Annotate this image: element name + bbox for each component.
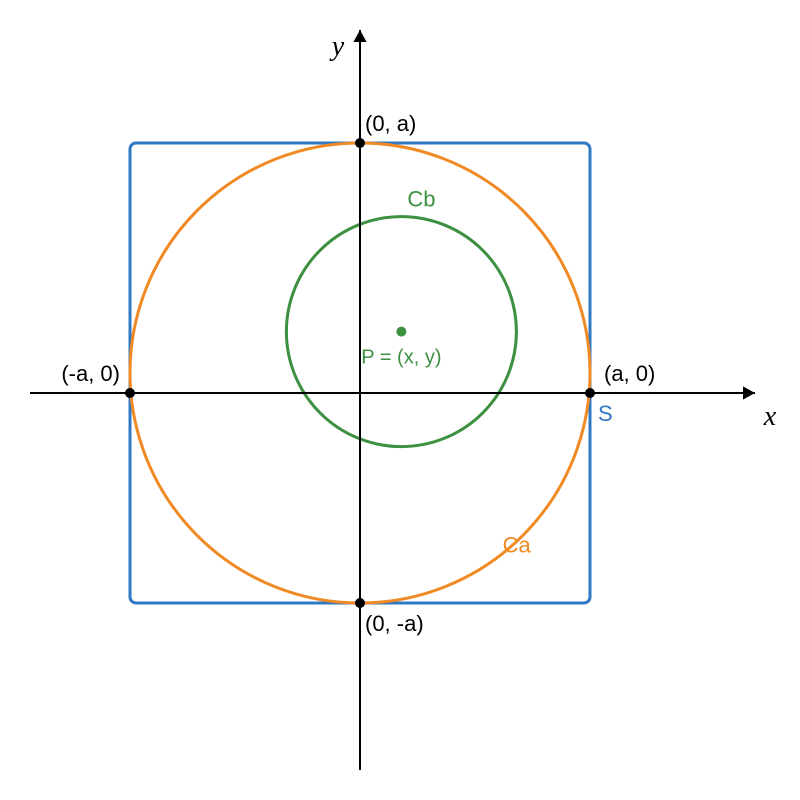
x-axis-label: x xyxy=(763,401,777,432)
axis-point-dot xyxy=(585,388,595,398)
axis-point-dot xyxy=(355,598,365,608)
circle-cb-label: Cb xyxy=(407,187,435,212)
diagram-canvas: x y (0, a) (0, -a) (-a, 0) (a, 0) S Ca Cb P = (x,… xyxy=(0,0,800,800)
axis-point-dot xyxy=(355,138,365,148)
axis-point-label: (0, a) xyxy=(365,111,416,136)
arrowhead-icon xyxy=(743,386,755,399)
square-label: S xyxy=(598,401,613,426)
arrowhead-icon xyxy=(353,30,366,42)
axis-point-label: (a, 0) xyxy=(604,361,655,386)
axis-point-label: (-a, 0) xyxy=(61,361,120,386)
point-p-label: P = (x, y) xyxy=(361,347,441,369)
axis-point-label: (0, -a) xyxy=(365,611,424,636)
axis-point-dot xyxy=(125,388,135,398)
y-axis-label: y xyxy=(329,31,345,62)
point-p-dot xyxy=(396,327,406,337)
circle-ca-label: Ca xyxy=(503,532,532,557)
